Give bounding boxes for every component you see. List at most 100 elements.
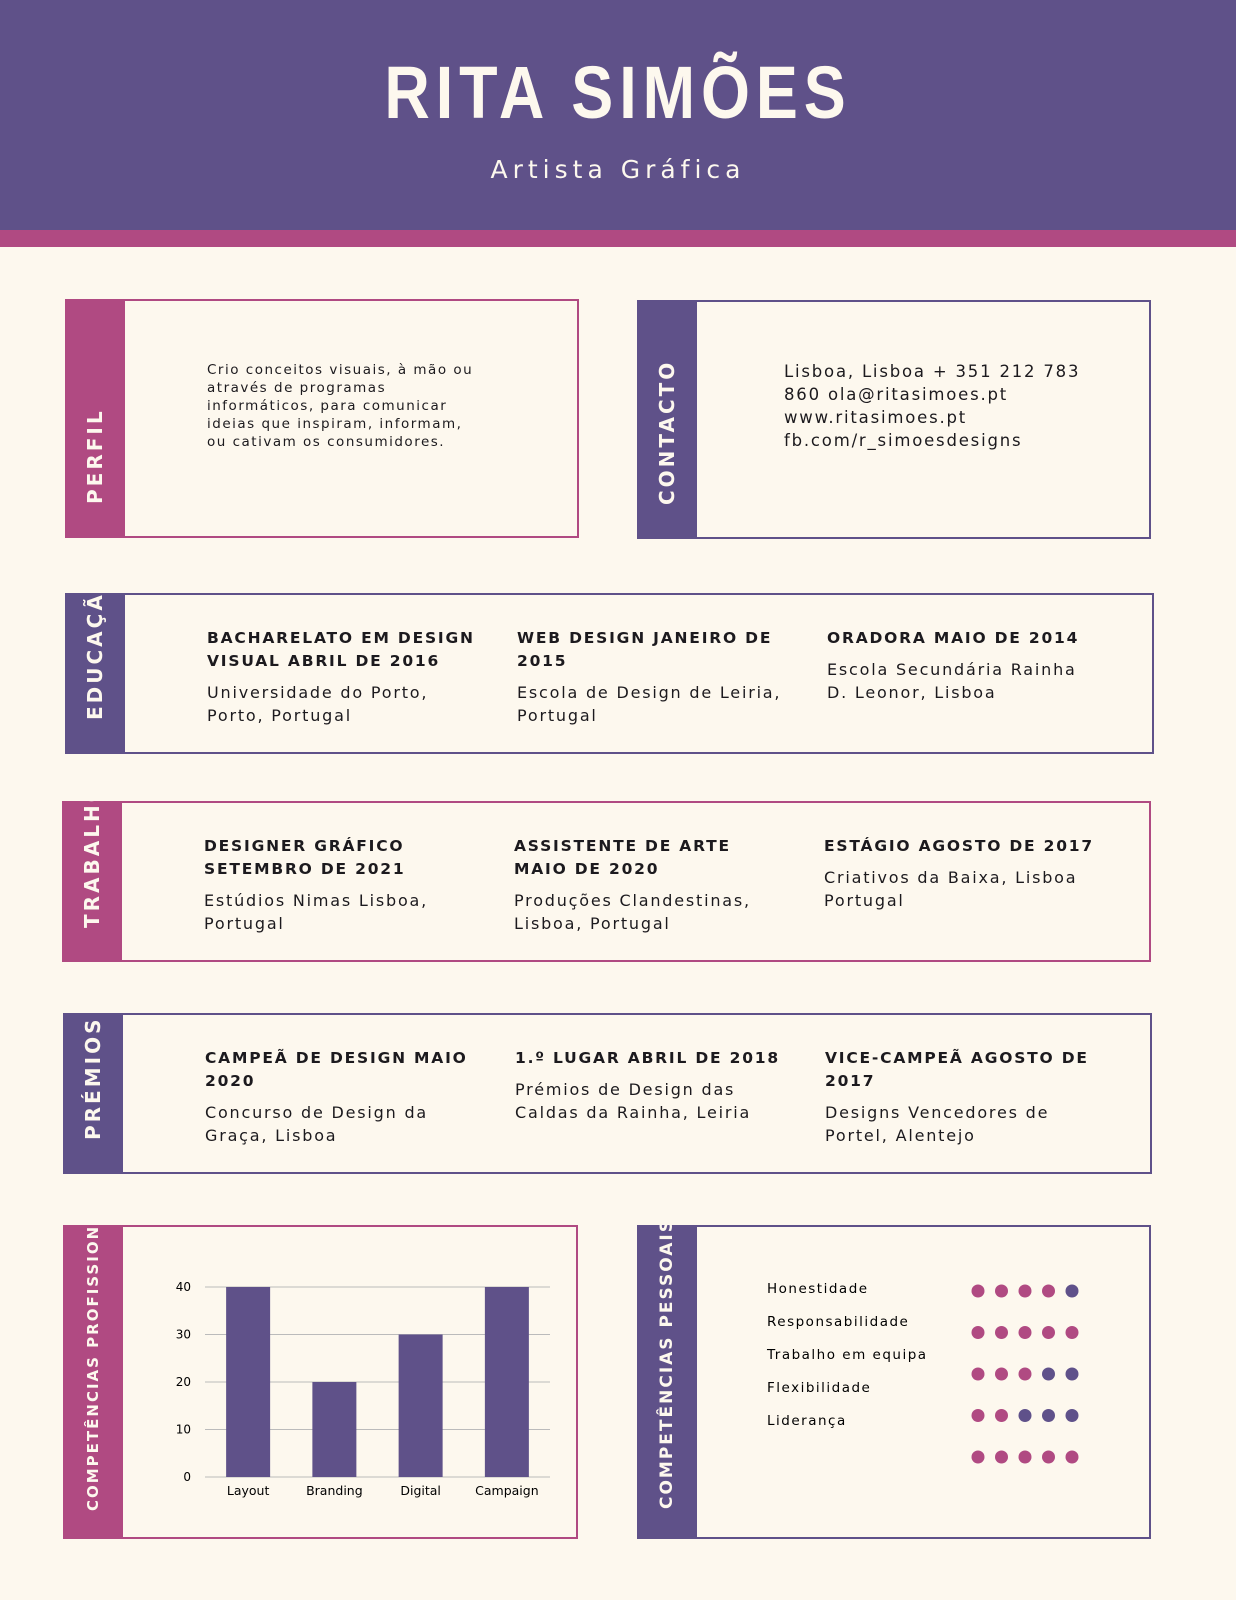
rating-dot — [1042, 1284, 1055, 1298]
entry: 1.º LUGAR ABRIL DE 2018 Prémios de Design… — [515, 1047, 785, 1124]
section-box: CONTACTO Lisboa, Lisboa + 351 212 783 860 … — [637, 300, 1151, 539]
entry: ORADORA MAIO DE 2014 Escola Secundária Ra… — [827, 627, 1097, 704]
y-tick-label: 20 — [176, 1375, 191, 1389]
entry-title: DESIGNER GRÁFICO SETEMBRO DE 2021 — [204, 837, 406, 878]
entry-title: 1.º LUGAR ABRIL DE 2018 — [515, 1049, 780, 1067]
entry-title: ASSISTENTE DE ARTE MAIO DE 2020 — [514, 837, 731, 878]
section-sidebar: PRÉMIOS — [63, 1013, 123, 1174]
section-sidebar: PERFIL — [65, 299, 125, 538]
entry: ESTÁGIO AGOSTO DE 2017 Criativos da Baixa… — [824, 835, 1094, 912]
skill-name: Honestidade — [767, 1281, 869, 1297]
section-box: EDUCAÇÃO BACHARELATO EM DESIGN VISUAL ABR… — [65, 572, 1154, 754]
y-tick-label: 10 — [176, 1423, 191, 1437]
entry-title: CAMPEÃ DE DESIGN MAIO 2020 — [205, 1049, 468, 1090]
rating-dot — [1042, 1367, 1055, 1381]
rating-dot — [1018, 1284, 1032, 1298]
section-box: TRABALHO DESIGNER GRÁFICO SETEMBRO DE 202… — [62, 782, 1151, 962]
entry-title: ORADORA MAIO DE 2014 — [827, 629, 1080, 647]
y-tick-label: 0 — [183, 1470, 191, 1484]
entry-place: Escola Secundária Rainha D. Leonor, Lisb… — [827, 660, 1077, 702]
rating-dot — [995, 1367, 1008, 1381]
stripe — [0, 230, 1236, 247]
rating-dot — [1065, 1284, 1079, 1298]
profile-text: Crio conceitos visuais, à mão ou através… — [207, 362, 474, 450]
skill-name: Responsabilidade — [767, 1314, 909, 1330]
rating-dot — [1065, 1450, 1079, 1464]
x-tick-label: Campaign — [475, 1483, 539, 1498]
bar — [398, 1334, 443, 1477]
entry-place: Escola de Design de Leiria, Portugal — [517, 683, 782, 725]
rating-dot — [1065, 1367, 1079, 1381]
rating-dot — [995, 1284, 1008, 1298]
x-tick-label: Digital — [400, 1483, 441, 1498]
skills-chart: 0 10 20 30 40 Layout Branding Digital Campaign — [176, 1280, 550, 1498]
section-label: PRÉMIOS — [81, 1016, 105, 1140]
rating-dot — [995, 1409, 1008, 1422]
section-label: CONTACTO — [655, 359, 679, 505]
skill-name: Liderança — [767, 1413, 847, 1429]
rating-dot — [971, 1450, 985, 1464]
contact-line: 860 ola@ritasimoes.pt — [784, 385, 1009, 404]
section-label: EDUCAÇÃO — [83, 572, 107, 720]
entry: DESIGNER GRÁFICO SETEMBRO DE 2021 Estúdio… — [204, 835, 474, 935]
y-tick-label: 40 — [176, 1280, 191, 1294]
rating-dot — [1042, 1409, 1055, 1422]
section-sidebar: COMPETÊNCIAS PROFISSIONAIS — [63, 1191, 123, 1539]
skills-ratings: Honestidade Responsabilidade Trabalho em e… — [766, 1281, 1079, 1464]
section-box: COMPETÊNCIAS PESSOAIS Honestidade Responsa… — [637, 1218, 1151, 1539]
section-sidebar: EDUCAÇÃO — [65, 572, 125, 754]
contact-line: www.ritasimoes.pt — [784, 408, 968, 427]
entry: BACHARELATO EM DESIGN VISUAL ABRIL DE 20… — [207, 627, 477, 727]
contact-line: fb.com/r_simoesdesigns — [784, 431, 1023, 450]
entry-place: Prémios de Design das Caldas da Rainha, … — [515, 1080, 752, 1122]
contact-line: Lisboa, Lisboa + 351 212 783 — [784, 362, 1081, 381]
entry: CAMPEÃ DE DESIGN MAIO 2020 Concurso de De… — [205, 1047, 475, 1147]
y-tick-label: 30 — [176, 1328, 191, 1342]
rating-dot — [971, 1409, 985, 1422]
section-sidebar: COMPETÊNCIAS PESSOAIS — [637, 1218, 697, 1539]
bar — [484, 1287, 529, 1477]
section-box: PERFIL Crio conceitos visuais, à mão ou a… — [65, 299, 579, 538]
entry-place: Universidade do Porto, Porto, Portugal — [207, 683, 429, 725]
section-sidebar: CONTACTO — [637, 300, 697, 539]
entry: VICE-CAMPEÃ AGOSTO DE 2017 Designs Venced… — [825, 1047, 1095, 1147]
entry-place: Concurso de Design da Graça, Lisboa — [205, 1103, 429, 1145]
rating-dot — [1065, 1409, 1079, 1422]
entry-title: WEB DESIGN JANEIRO DE 2015 — [517, 629, 773, 670]
rating-dot — [1042, 1450, 1055, 1464]
name: RITA SIMÕES — [384, 51, 852, 134]
skill-name: Flexibilidade — [767, 1380, 871, 1396]
rating-dot — [995, 1450, 1008, 1464]
entry-title: VICE-CAMPEÃ AGOSTO DE 2017 — [825, 1049, 1089, 1090]
rating-dot — [1018, 1450, 1032, 1464]
entry-place: Criativos da Baixa, Lisboa Portugal — [824, 868, 1078, 910]
rating-dot — [1018, 1326, 1032, 1339]
entry: ASSISTENTE DE ARTE MAIO DE 2020 Produções… — [514, 835, 784, 935]
rating-dot — [995, 1326, 1008, 1339]
rating-dot — [971, 1326, 985, 1339]
section-label: PERFIL — [83, 408, 107, 504]
entry: WEB DESIGN JANEIRO DE 2015 Escola de Desi… — [517, 627, 787, 727]
x-tick-label: Layout — [227, 1483, 270, 1498]
section-label: TRABALHO — [80, 782, 104, 928]
section-sidebar: TRABALHO — [62, 782, 122, 962]
rating-dot — [971, 1367, 985, 1381]
entry-place: Estúdios Nimas Lisboa, Portugal — [204, 891, 429, 933]
section-box: COMPETÊNCIAS PROFISSIONAIS 0 10 20 30 40 Layou… — [63, 1191, 578, 1539]
x-tick-label: Branding — [306, 1483, 363, 1498]
rating-dot — [1018, 1367, 1032, 1381]
skill-name: Trabalho em equipa — [766, 1347, 928, 1363]
entry-place: Designs Vencedores de Portel, Alentejo — [825, 1103, 1050, 1145]
subtitle: Artista Gráfica — [490, 155, 746, 184]
entry-title: ESTÁGIO AGOSTO DE 2017 — [824, 837, 1094, 855]
bar — [312, 1382, 357, 1477]
entry-title: BACHARELATO EM DESIGN VISUAL ABRIL DE 20… — [207, 629, 475, 670]
header: RITA SIMÕES Artista Gráfica — [0, 0, 1236, 230]
rating-dot — [971, 1284, 985, 1298]
bar — [226, 1287, 271, 1477]
rating-dot — [1018, 1409, 1032, 1422]
section-box: PRÉMIOS CAMPEÃ DE DESIGN MAIO 2020 Concurs… — [63, 1013, 1152, 1174]
rating-dot — [1065, 1326, 1079, 1339]
entry-place: Produções Clandestinas, Lisboa, Portugal — [514, 891, 751, 933]
